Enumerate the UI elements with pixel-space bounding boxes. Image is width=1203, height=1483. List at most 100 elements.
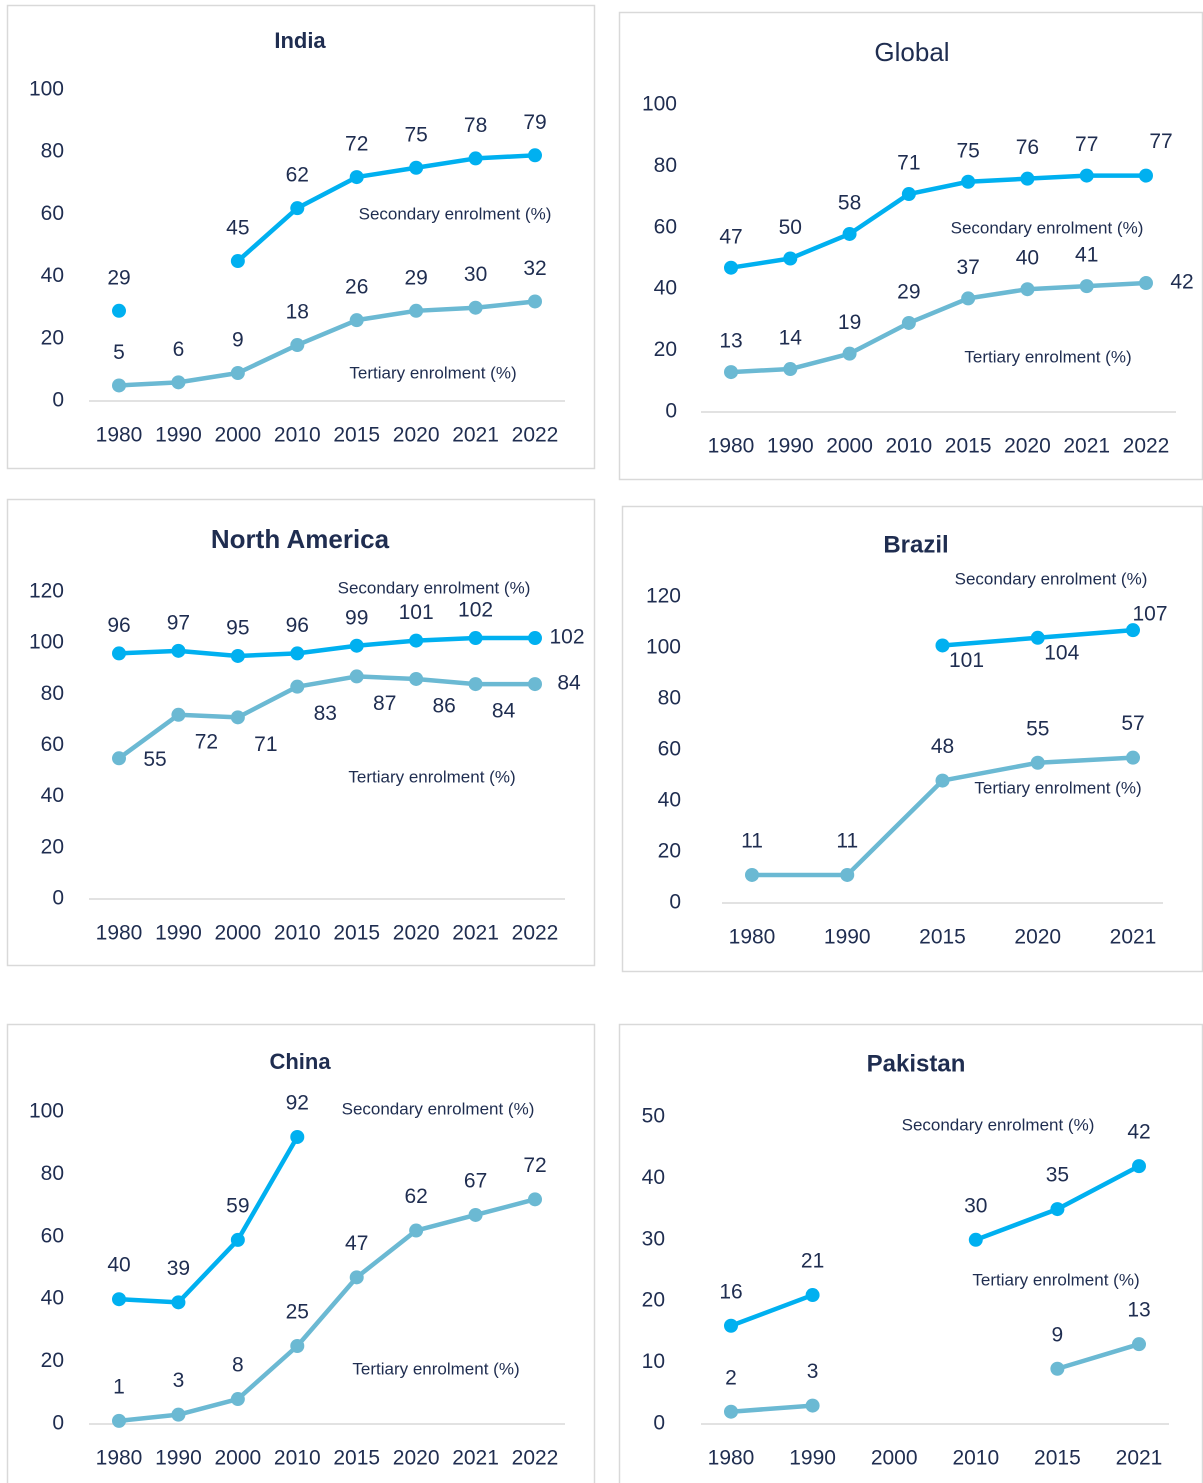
- data-point: [783, 362, 798, 377]
- data-label: 102: [458, 599, 493, 622]
- data-label: 14: [779, 327, 803, 350]
- y-tick-label: 0: [665, 400, 677, 423]
- data-point: [409, 671, 424, 686]
- x-tick-label: 1990: [155, 922, 202, 945]
- x-tick-label: 2020: [393, 424, 440, 447]
- data-label: 18: [286, 301, 309, 324]
- x-tick-label: 2015: [333, 424, 380, 447]
- y-tick-label: 20: [41, 1349, 64, 1372]
- y-tick-label: 80: [658, 687, 681, 710]
- data-point: [1139, 276, 1153, 291]
- x-tick-label: 2015: [1034, 1447, 1081, 1470]
- series-line: [730, 280, 1147, 375]
- y-tick-label: 100: [29, 78, 64, 101]
- data-point: [724, 1318, 738, 1333]
- x-tick-label: 2000: [214, 424, 261, 447]
- panel-frame: [618, 1023, 1203, 1483]
- x-tick-label: 1980: [96, 922, 143, 945]
- data-label: 59: [226, 1194, 249, 1217]
- data-point: [230, 1232, 245, 1247]
- series-label: Secondary enrolment (%): [359, 204, 552, 223]
- data-label: 3: [173, 1369, 185, 1392]
- data-label: 8: [232, 1354, 244, 1377]
- data-label: 29: [404, 266, 427, 289]
- data-label: 84: [492, 700, 516, 723]
- data-point: [171, 375, 186, 390]
- data-label: 75: [404, 123, 427, 146]
- data-label: 62: [286, 164, 309, 187]
- x-tick-label: 1990: [155, 1447, 202, 1470]
- y-tick-label: 100: [29, 1100, 64, 1123]
- data-label: 57: [1121, 712, 1144, 735]
- x-tick-label: 2020: [1004, 435, 1051, 458]
- data-label: 32: [523, 257, 546, 280]
- data-label: 30: [464, 263, 487, 286]
- panel-frame: [618, 11, 1203, 481]
- y-tick-label: 20: [658, 840, 681, 863]
- y-tick-label: 20: [41, 326, 64, 349]
- series-label: Secondary enrolment (%): [342, 1099, 535, 1118]
- chart-panel: China 0 20 40 60 80 100 1980 1990 2000 2010 2015 202…: [6, 1023, 596, 1483]
- data-point: [528, 294, 542, 309]
- x-tick-label: 1990: [789, 1447, 836, 1470]
- x-tick-label: 2010: [952, 1447, 999, 1470]
- y-tick-label: 80: [654, 154, 677, 177]
- x-tick-label: 2022: [512, 1447, 559, 1470]
- chart-title: Pakistan: [867, 1050, 966, 1077]
- y-tick-label: 50: [642, 1105, 665, 1128]
- series-label: Secondary enrolment (%): [338, 578, 531, 597]
- x-tick-label: 2010: [885, 435, 932, 458]
- data-label: 30: [964, 1194, 987, 1217]
- y-tick-label: 80: [41, 682, 64, 705]
- y-tick-label: 60: [41, 733, 64, 756]
- data-point: [349, 170, 364, 185]
- data-point: [1132, 1337, 1146, 1352]
- data-label: 107: [1132, 603, 1167, 626]
- data-point: [112, 751, 126, 766]
- y-tick-label: 40: [41, 264, 64, 287]
- series-label: Tertiary enrolment (%): [964, 347, 1131, 366]
- x-tick-label: 1980: [96, 424, 143, 447]
- data-label: 101: [949, 649, 984, 672]
- series-label: Tertiary enrolment (%): [974, 778, 1141, 797]
- data-label: 79: [523, 111, 546, 134]
- data-label: 72: [195, 730, 218, 753]
- x-tick-label: 1980: [708, 1447, 755, 1470]
- data-label: 48: [931, 735, 954, 758]
- data-point: [528, 1192, 542, 1207]
- data-point: [968, 1232, 983, 1247]
- y-tick-label: 40: [654, 277, 677, 300]
- data-label: 29: [897, 281, 920, 304]
- data-label: 21: [801, 1250, 824, 1273]
- x-tick-label: 2000: [826, 435, 873, 458]
- chart-panel: India 0 20 40 60 80 100 1980 1990 2000 2010 2015 202…: [6, 4, 596, 470]
- x-tick-label: 2000: [214, 1447, 261, 1470]
- data-label: 62: [404, 1185, 427, 1208]
- data-label: 58: [838, 191, 861, 214]
- data-label: 67: [464, 1170, 487, 1193]
- y-tick-label: 60: [654, 215, 677, 238]
- x-tick-label: 2010: [274, 1447, 321, 1470]
- data-label: 78: [464, 114, 487, 137]
- data-label: 83: [314, 702, 337, 725]
- x-tick-label: 2020: [393, 922, 440, 945]
- series-label: Tertiary enrolment (%): [349, 363, 516, 382]
- series-line: [117, 674, 535, 761]
- x-tick-label: 2020: [393, 1447, 440, 1470]
- data-label: 16: [719, 1280, 742, 1303]
- data-point: [409, 160, 424, 175]
- data-label: 35: [1046, 1164, 1069, 1187]
- data-point: [805, 1288, 820, 1303]
- x-tick-label: 1980: [729, 926, 776, 949]
- data-point: [409, 303, 424, 318]
- chart-panel: Pakistan 0 10 20 30 40 50 1980 1990 2000 2010 2015 2…: [618, 1023, 1203, 1483]
- data-point: [724, 1404, 738, 1419]
- data-point: [528, 148, 542, 163]
- x-tick-label: 2021: [1116, 1447, 1163, 1470]
- data-point: [112, 378, 126, 393]
- x-tick-label: 2020: [1014, 926, 1061, 949]
- x-tick-label: 1990: [767, 435, 814, 458]
- data-label: 47: [719, 225, 742, 248]
- x-tick-label: 2021: [452, 1447, 499, 1470]
- data-point: [349, 669, 364, 684]
